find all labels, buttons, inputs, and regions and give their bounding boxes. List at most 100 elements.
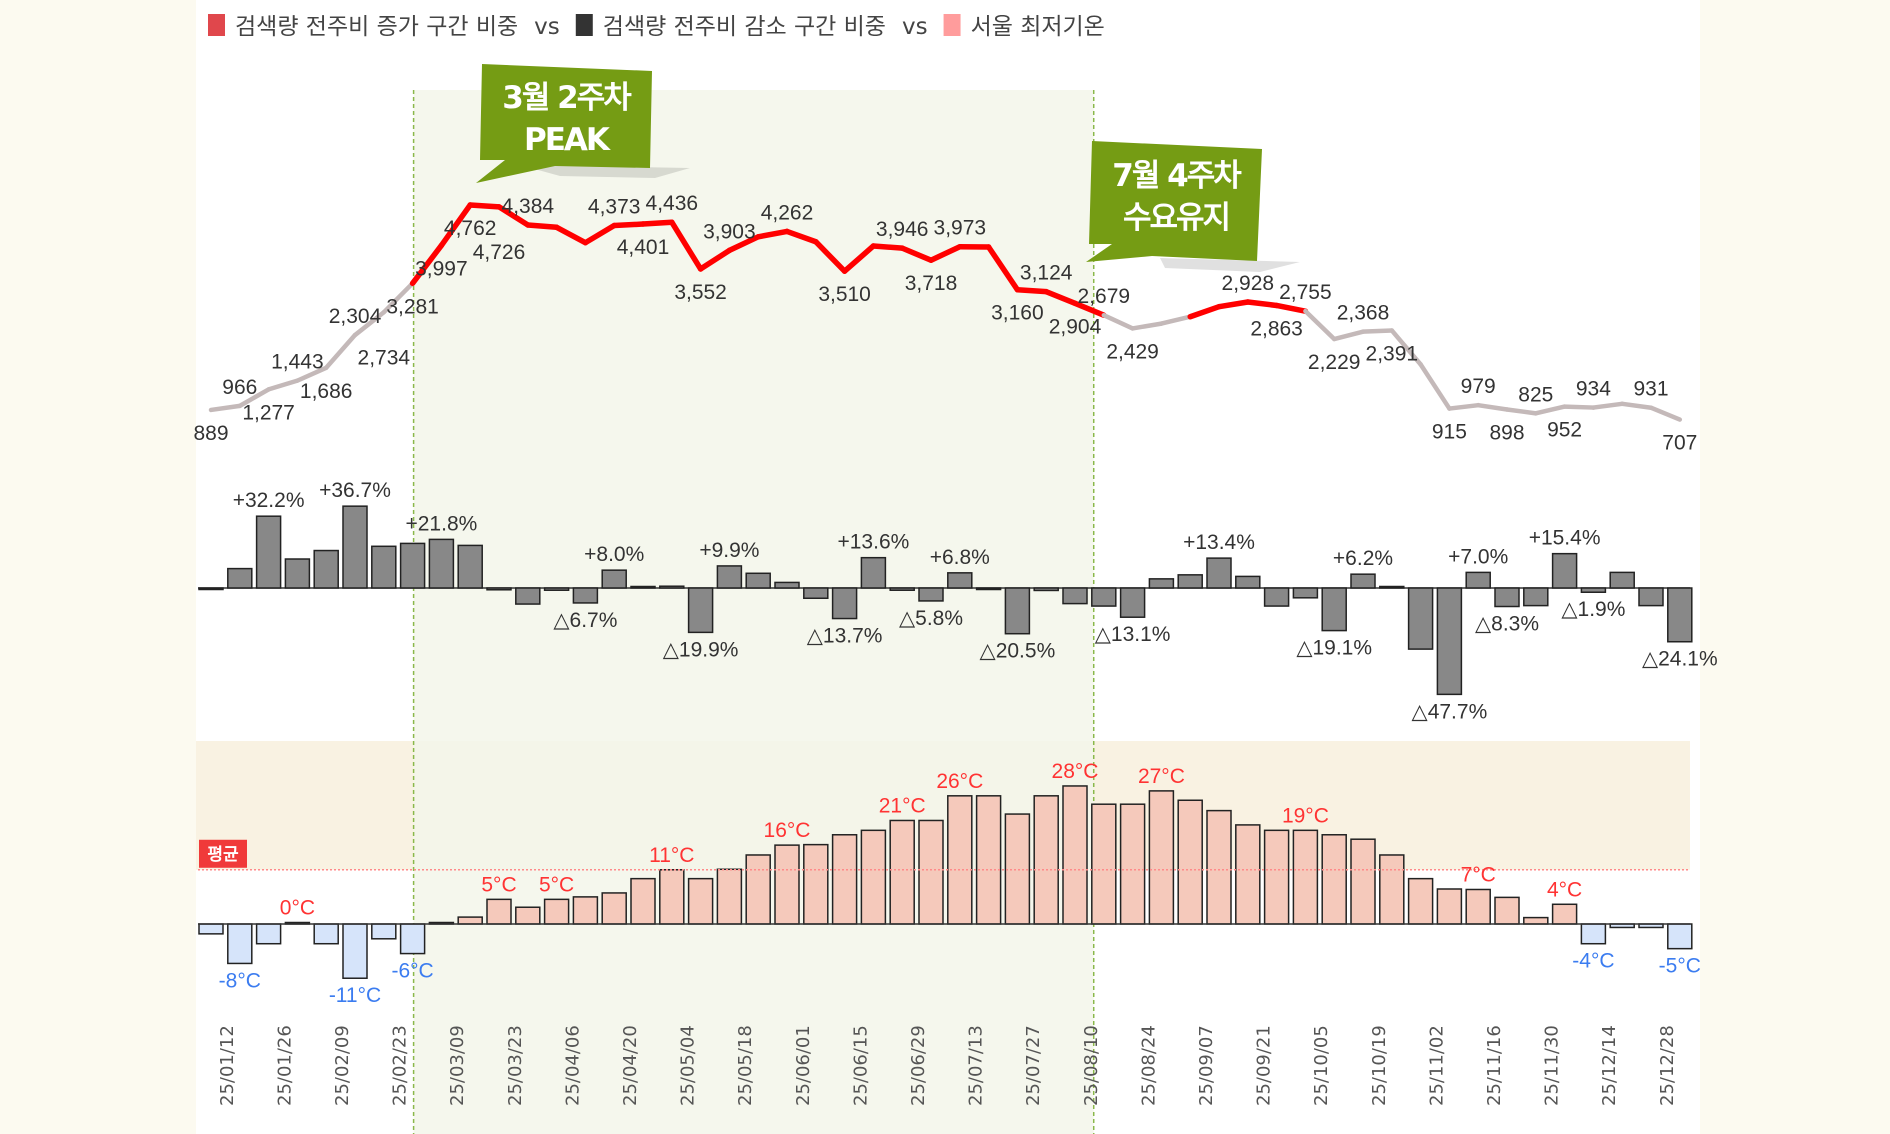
change-bar-label: △19.9% (663, 638, 739, 661)
line-segment (496, 204, 531, 228)
x-tick-label: 25/01/26 (274, 1025, 295, 1106)
legend: 검색량 전주비 증가 구간 비중 vs 검색량 전주비 감소 구간 비중 vs 서울 최… (208, 14, 1105, 40)
change-bar (831, 587, 858, 620)
x-tick-label: 25/04/20 (620, 1025, 641, 1106)
x-tick-label: 25/09/07 (1196, 1025, 1217, 1106)
change-bar-label: +32.2% (233, 489, 305, 512)
temperature-bar (342, 923, 368, 979)
change-bar (313, 549, 339, 589)
change-bar-label: △20.5% (980, 640, 1056, 663)
change-bar (342, 505, 368, 589)
temperature-bar (515, 906, 541, 925)
line-data-label: 3,510 (818, 283, 871, 306)
line-segment (813, 238, 848, 274)
temperature-bar (1436, 888, 1463, 925)
temperature-label: 21°C (879, 794, 926, 817)
temperature-bar (889, 819, 915, 925)
line-data-label: 3,973 (934, 217, 987, 240)
line-data-label: 4,436 (646, 192, 699, 215)
change-bar-label: △1.9% (1561, 598, 1625, 621)
temperature-label: 11°C (649, 844, 694, 867)
line-segment (582, 222, 617, 246)
x-tick-label: 25/07/13 (966, 1025, 987, 1106)
legend-separator: vs (902, 14, 928, 40)
line-data-label: 2,368 (1337, 302, 1390, 325)
line-segment (726, 234, 761, 254)
x-tick-label: 25/05/18 (735, 1025, 756, 1106)
highlight-period-area (413, 90, 1094, 1134)
change-bar (198, 587, 224, 591)
line-segment (409, 242, 445, 287)
line-segment (1447, 402, 1481, 411)
line-data-label: 3,946 (876, 218, 929, 241)
change-bar (774, 581, 800, 589)
line-segment (697, 247, 733, 272)
temperature-bar (572, 896, 599, 925)
line-segment (1245, 299, 1280, 309)
line-segment (640, 219, 675, 227)
change-bar (255, 515, 282, 589)
line-segment (525, 222, 560, 231)
temperature-label: 0°C (280, 897, 315, 920)
line-data-label: 2,304 (329, 305, 382, 328)
x-tick-label: 25/01/12 (217, 1025, 238, 1106)
line-segment (1014, 286, 1049, 295)
temperature-bar (918, 819, 944, 925)
callout-text: PEAK (524, 122, 611, 158)
line-data-label: 3,718 (905, 272, 958, 295)
temperature-label: 19°C (1282, 804, 1329, 827)
change-bar (860, 556, 887, 589)
line-segment (1159, 314, 1193, 326)
change-bar-label: +21.8% (405, 512, 477, 535)
temperature-bar (543, 898, 570, 925)
line-segment (237, 387, 271, 409)
change-bar (1206, 557, 1232, 589)
line-data-label: 2,429 (1106, 340, 1159, 363)
temperature-bar (860, 829, 887, 925)
temperature-label: -5°C (1659, 955, 1701, 978)
line-data-label: 979 (1461, 375, 1496, 398)
change-bar (1350, 573, 1376, 589)
line-segment (784, 228, 819, 245)
change-bar (515, 587, 541, 605)
line-data-label: 4,762 (444, 217, 497, 240)
line-segment (208, 403, 243, 413)
x-tick-label: 25/02/09 (332, 1025, 353, 1106)
change-bar-label: △13.7% (807, 625, 883, 648)
temperature-bar (1235, 824, 1261, 925)
change-bar (745, 572, 771, 589)
temperature-bar (1321, 834, 1347, 925)
line-segment (295, 365, 329, 383)
legend-swatch (208, 14, 225, 36)
line-data-label: 934 (1576, 378, 1611, 401)
temperature-label: -11°C (329, 984, 381, 1007)
callout-box (476, 64, 652, 183)
change-bar (1119, 587, 1146, 618)
line-data-label: 2,679 (1078, 285, 1131, 308)
callout-text: 7월 4주차 (1112, 158, 1242, 194)
line-data-label: 1,443 (271, 351, 324, 374)
change-bar (399, 542, 426, 589)
temperature-bar (774, 844, 800, 925)
temperature-bar (399, 923, 426, 955)
x-tick-label: 25/06/29 (908, 1025, 929, 1106)
temperature-label: 27°C (1138, 765, 1185, 788)
temperature-bar (1667, 923, 1693, 950)
callout-box (1086, 141, 1262, 262)
line-data-label: 2,229 (1308, 351, 1361, 374)
change-bar-label: △8.3% (1475, 613, 1539, 636)
x-tick-label: 25/03/23 (505, 1025, 526, 1106)
temperature-bar (486, 898, 512, 925)
change-bar (687, 587, 714, 634)
change-bar-label: +13.6% (837, 531, 909, 554)
temperature-bar (1091, 803, 1117, 925)
change-bar-label: +15.4% (1529, 527, 1601, 550)
line-segment (1303, 308, 1337, 342)
temperature-bar-chart: 평균 -8°C 0°C -11°C -6°C 5°C 5°C 11°C 16°C 21°C 26°C… (198, 760, 1701, 1007)
temperature-bar (1177, 799, 1203, 925)
line-data-label: 3,903 (703, 220, 756, 243)
change-bar (1091, 587, 1117, 607)
